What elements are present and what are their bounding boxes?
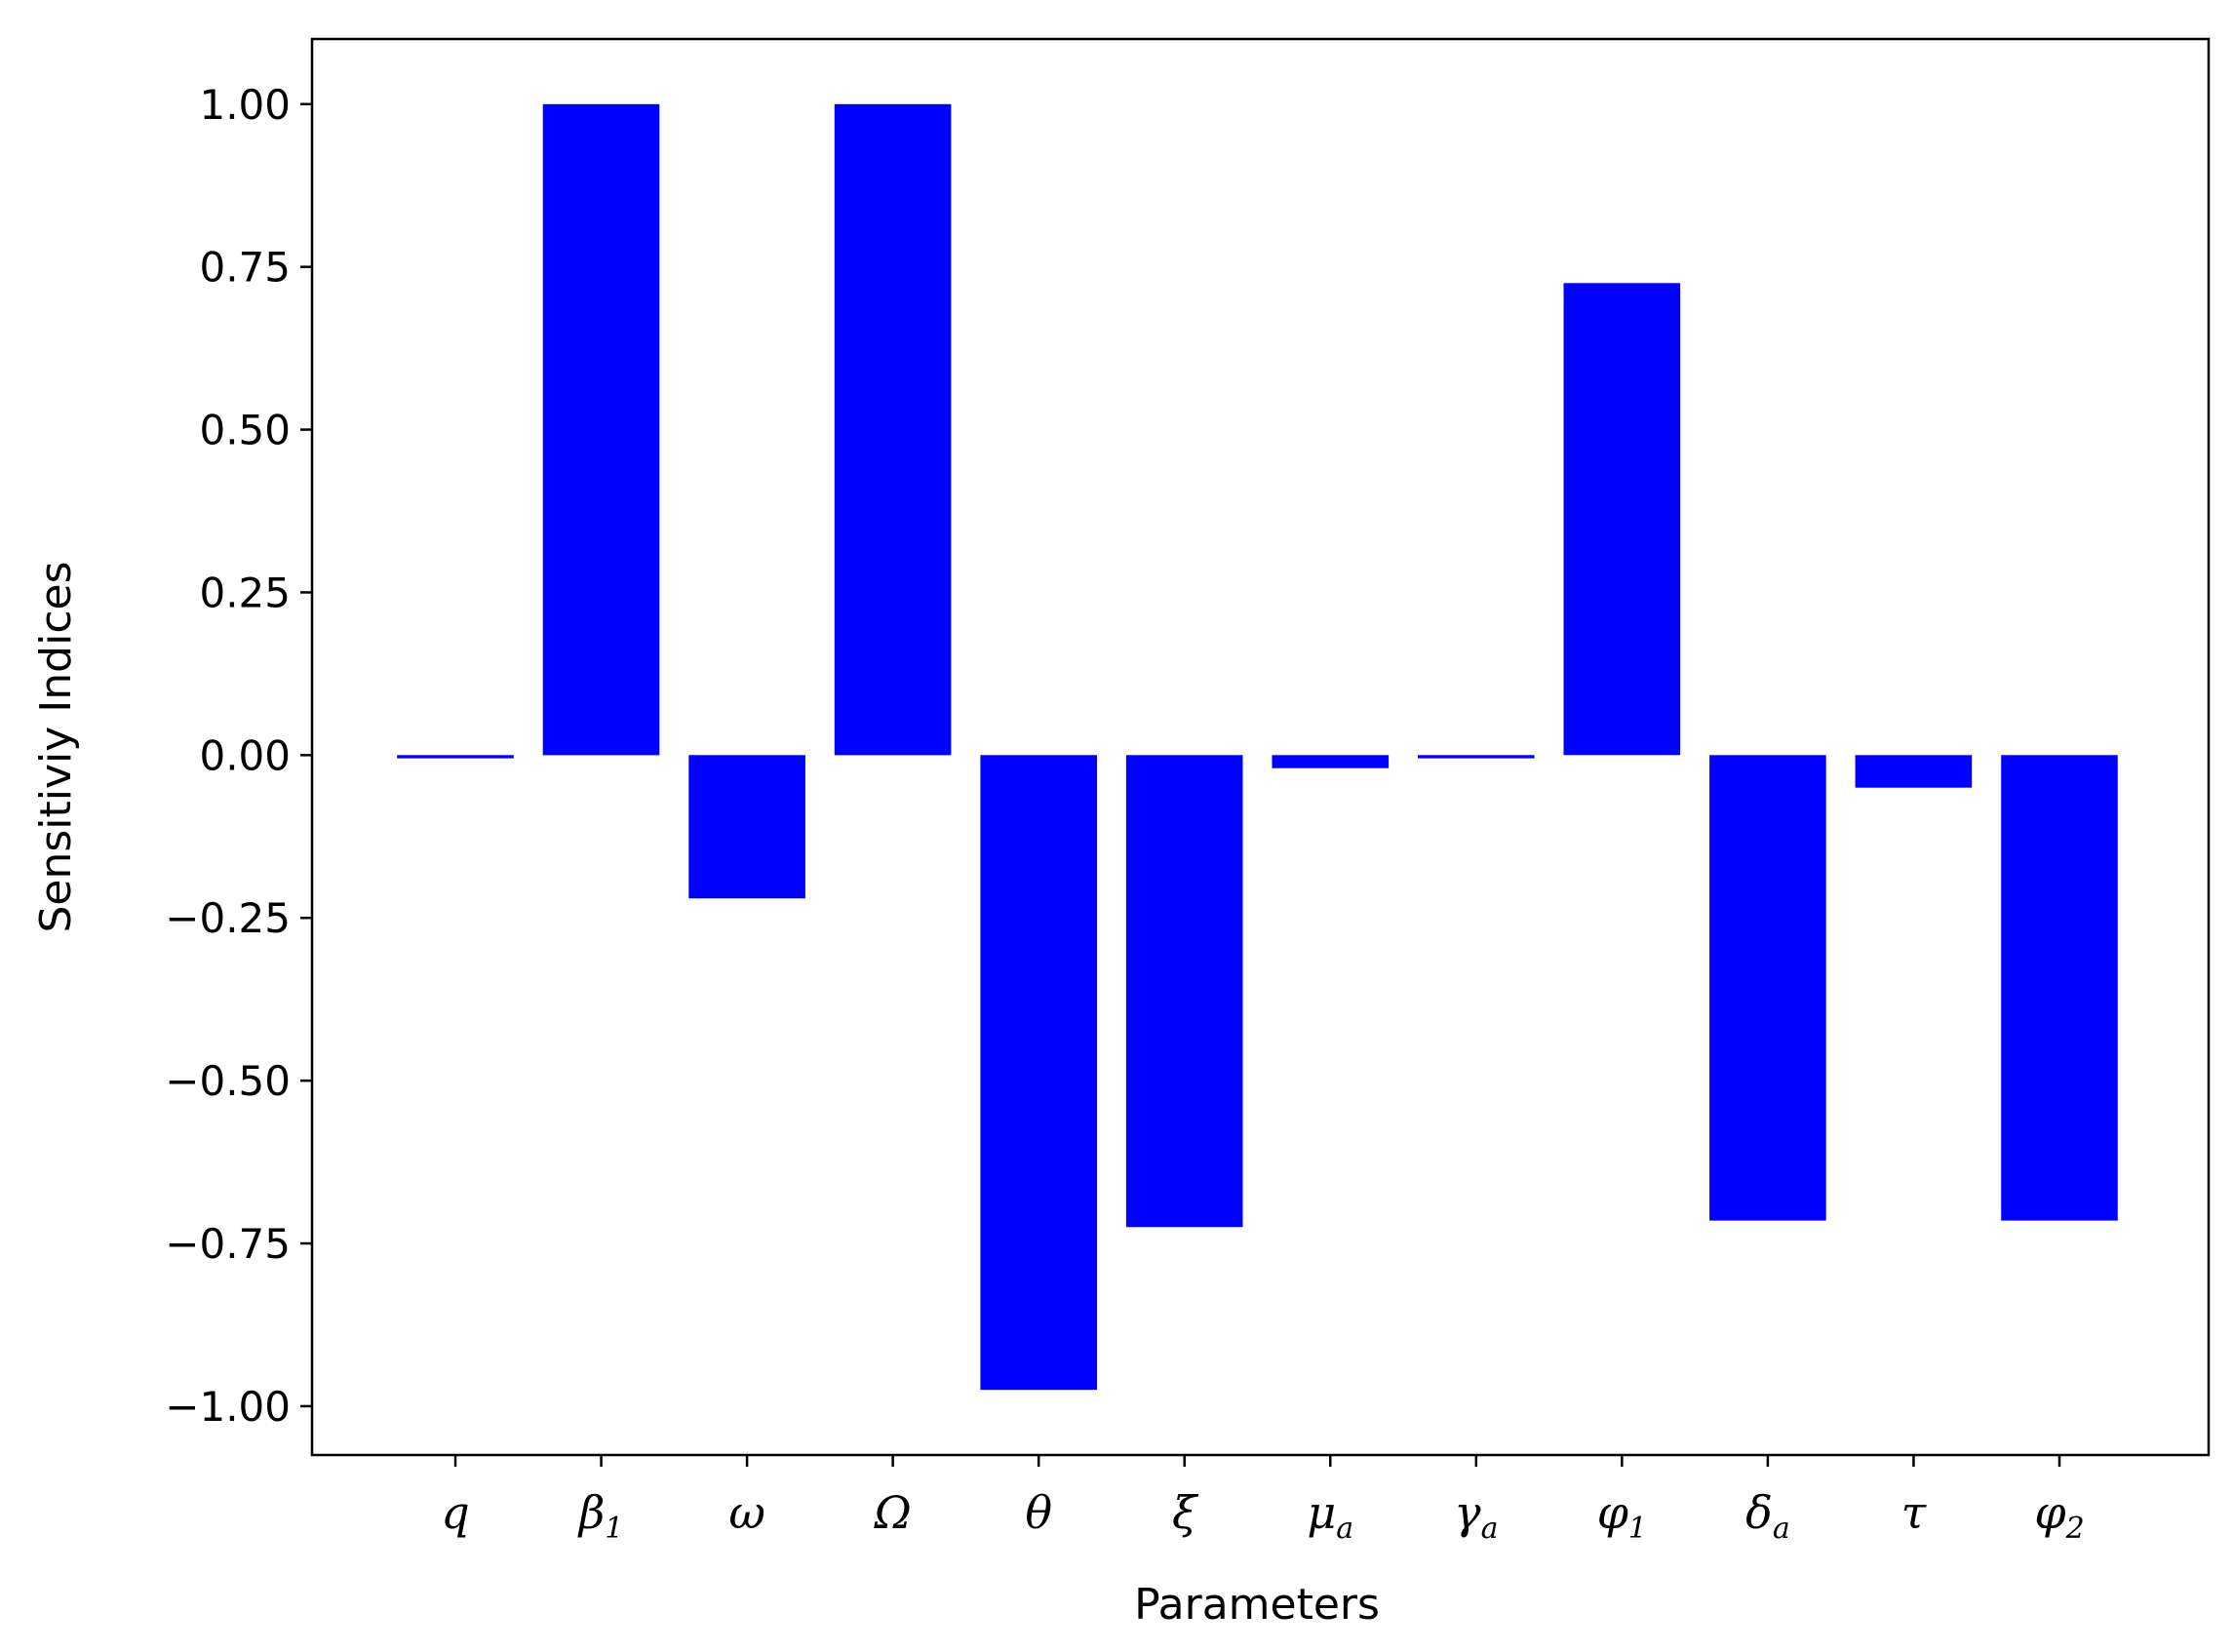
x-tick-label-base-4: θ bbox=[1025, 1486, 1052, 1539]
x-tick-label-base-0: q bbox=[441, 1486, 469, 1539]
bar-8 bbox=[1563, 283, 1681, 756]
x-tick-label-base-2: ω bbox=[728, 1486, 765, 1539]
y-tick-label-5: −0.25 bbox=[165, 894, 291, 942]
bars-layer bbox=[397, 103, 2118, 1391]
y-tick-label-0: 1.00 bbox=[199, 81, 291, 129]
bar-9 bbox=[1709, 755, 1826, 1221]
x-tick-label-base-3: Ω bbox=[874, 1486, 912, 1539]
x-tick-label-8: φ1 bbox=[1597, 1486, 1647, 1546]
x-tick-label-6: μa bbox=[1307, 1486, 1353, 1546]
x-tick-label-7: γa bbox=[1454, 1486, 1498, 1546]
x-tick-label-base-8: φ bbox=[1597, 1486, 1629, 1539]
bar-10 bbox=[1855, 755, 1973, 788]
y-tick-label-6: −0.50 bbox=[165, 1057, 291, 1105]
y-tick-label-2: 0.50 bbox=[199, 407, 291, 454]
x-tick-label-9: δa bbox=[1745, 1486, 1790, 1546]
y-tick-label-3: 0.25 bbox=[199, 569, 291, 616]
y-tick-label-4: 0.00 bbox=[199, 731, 291, 779]
x-tick-label-4: θ bbox=[1025, 1486, 1052, 1539]
x-tick-label-sub-8: 1 bbox=[1628, 1512, 1647, 1546]
x-tick-label-base-6: μ bbox=[1307, 1486, 1336, 1539]
bar-7 bbox=[1418, 755, 1535, 759]
bar-3 bbox=[834, 103, 952, 756]
x-tick-label-sub-6: a bbox=[1336, 1512, 1353, 1546]
bar-6 bbox=[1272, 755, 1390, 768]
x-tick-label-3: Ω bbox=[874, 1486, 912, 1539]
x-tick-label-1: β1 bbox=[577, 1486, 624, 1546]
y-tick-label-1: 0.75 bbox=[199, 244, 291, 292]
x-tick-label-sub-9: a bbox=[1773, 1512, 1790, 1546]
x-tick-label-10: τ bbox=[1901, 1486, 1928, 1539]
bar-5 bbox=[1125, 755, 1243, 1228]
x-tick-label-sub-1: 1 bbox=[605, 1512, 623, 1546]
y-axis: 1.00 0.75 0.50 0.25 0.00 −0.25 −0.50 −0.75 −1.00 bbox=[165, 81, 312, 1431]
x-tick-label-0: q bbox=[441, 1486, 469, 1539]
bar-4 bbox=[980, 755, 1097, 1391]
y-tick-label-7: −0.75 bbox=[165, 1220, 291, 1268]
x-tick-label-base-5: ξ bbox=[1172, 1486, 1199, 1539]
x-tick-label-2: ω bbox=[728, 1486, 765, 1539]
bar-1 bbox=[542, 103, 660, 756]
x-tick-label-base-10: τ bbox=[1901, 1486, 1928, 1539]
x-tick-label-5: ξ bbox=[1172, 1486, 1199, 1539]
y-tick-label-8: −1.00 bbox=[165, 1383, 291, 1431]
x-tick-label-base-9: δ bbox=[1745, 1486, 1773, 1539]
x-tick-label-sub-7: a bbox=[1481, 1512, 1499, 1546]
bar-0 bbox=[397, 755, 514, 759]
x-tick-label-sub-11: 2 bbox=[2065, 1512, 2085, 1546]
bar-11 bbox=[2001, 755, 2118, 1221]
x-axis-label: Parameters bbox=[1134, 1580, 1380, 1630]
x-tick-label-11: φ2 bbox=[2034, 1486, 2084, 1546]
x-tick-label-base-7: γ bbox=[1454, 1486, 1481, 1539]
x-tick-label-base-1: β bbox=[577, 1486, 606, 1539]
plot-frame bbox=[310, 37, 2211, 1457]
bar-2 bbox=[688, 755, 805, 899]
y-axis-label: Sensitiviy Indices bbox=[31, 561, 81, 932]
x-tick-label-base-11: φ bbox=[2034, 1486, 2066, 1539]
